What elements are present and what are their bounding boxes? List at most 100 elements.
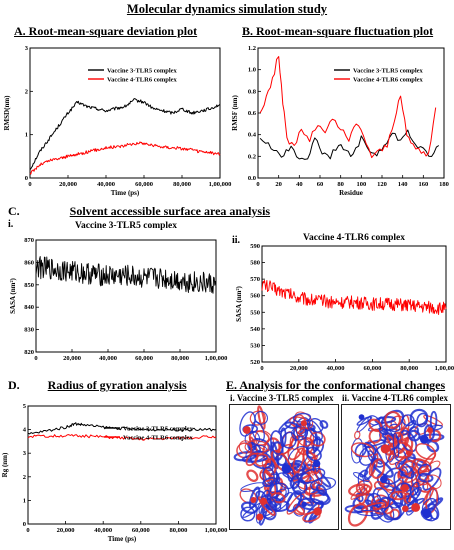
ribbon-segment: [359, 469, 369, 478]
plot-frame: [27, 405, 217, 525]
legend-label: Vaccine 3-TLR5 complex: [107, 68, 178, 75]
ribbon-segment: [310, 477, 337, 492]
y-tick-label: 1: [23, 497, 26, 504]
ribbon-segment: [257, 405, 266, 430]
legend-label: Vaccine 4-TLR6 complex: [123, 435, 194, 442]
x-tick-label: 20: [275, 181, 282, 188]
ribbon-segment: [240, 482, 266, 492]
ribbon-segment: [270, 430, 284, 455]
y-tick-label: 840: [24, 304, 34, 311]
series-line: [259, 129, 440, 160]
y-tick-label: 2: [23, 474, 26, 481]
series-line: [29, 141, 221, 175]
atom-sphere: [422, 508, 432, 519]
section-e-i-label: i. Vaccine 3-TLR5 complex: [230, 393, 334, 403]
ribbon-segment: [423, 424, 435, 442]
y-axis-label: SASA (nm²): [235, 285, 243, 321]
atom-sphere: [411, 502, 421, 512]
section-a-title: A. Root-mean-square deviation plot: [14, 24, 198, 38]
x-axis-label: Time (ps): [108, 535, 137, 543]
y-tick-label: 820: [24, 349, 34, 356]
y-axis-label: RMSF (nm): [231, 94, 239, 130]
ribbon-segment: [350, 484, 369, 500]
atom-sphere: [358, 414, 365, 420]
ribbon-segment: [295, 424, 307, 438]
x-tick-label: 160: [418, 181, 428, 188]
x-tick-label: 80,000: [171, 355, 189, 362]
ribbon-segment: [399, 429, 418, 453]
ribbon-segment: [392, 432, 400, 459]
y-tick-label: 860: [24, 259, 34, 266]
ribbon-segment: [366, 492, 382, 507]
x-tick-label: 1,00,000: [209, 181, 232, 188]
ribbon-segment: [302, 449, 321, 475]
ribbon-segment: [312, 469, 332, 488]
ribbon-segment: [370, 458, 386, 480]
ribbon-segment: [247, 441, 257, 452]
x-tick-label: 60: [317, 181, 324, 188]
y-tick-label: 560: [250, 293, 260, 300]
x-tick-label: 20,000: [57, 527, 75, 534]
ribbon-segment: [376, 473, 391, 489]
ribbon-segment: [279, 427, 287, 447]
x-axis-label: Time (ps): [111, 189, 140, 197]
y-tick-label: 850: [24, 282, 34, 289]
atom-sphere: [402, 505, 409, 513]
atom-sphere: [301, 501, 307, 508]
sasa-vaccine3-chart: 0 20,000 40,000 60,000 80,000 1,00,000 820 830 8…: [9, 221, 227, 362]
ribbon-segment: [356, 509, 382, 517]
x-tick-label: 80,000: [173, 181, 191, 188]
ribbon-segment: [286, 493, 305, 515]
legend-label: Vaccine 3-TLR5 complex: [123, 426, 194, 433]
y-tick-label: 0: [25, 175, 28, 182]
atom-sphere: [313, 507, 322, 516]
x-tick-label: 20,000: [63, 355, 81, 362]
x-tick-label: 0: [256, 181, 259, 188]
x-tick-label: 140: [398, 181, 408, 188]
plot-frame: [261, 245, 447, 363]
y-tick-label: 1.2: [248, 45, 256, 52]
atom-sphere: [379, 475, 388, 484]
ribbon-segment: [392, 431, 404, 443]
protein-ribbon-vaccine3: [230, 405, 338, 529]
ribbon-segment: [291, 426, 309, 441]
structure-image-vaccine3: [229, 404, 339, 530]
x-tick-label: 80,000: [169, 527, 187, 534]
atom-sphere: [380, 444, 390, 454]
chart-title: Vaccine 4-TLR6 complex: [303, 233, 405, 243]
y-tick-label: 0.2: [248, 153, 256, 160]
ribbon-segment: [368, 428, 382, 444]
series-line: [27, 434, 217, 441]
x-tick-label: 0: [28, 181, 31, 188]
x-tick-label: 60,000: [363, 365, 381, 372]
y-tick-label: 3: [25, 45, 29, 52]
ribbon-segment: [350, 442, 375, 458]
x-tick-label: 20,000: [290, 365, 308, 372]
x-tick-label: 80,000: [400, 365, 418, 372]
ribbon-segment: [398, 461, 415, 479]
ribbon-segment: [426, 439, 440, 453]
x-axis-label: Residue: [339, 189, 363, 197]
x-tick-label: 60,000: [135, 355, 153, 362]
ribbon-segment: [378, 426, 389, 436]
ribbon-segment: [246, 469, 259, 482]
ribbon-segment: [309, 431, 326, 447]
atom-sphere: [256, 513, 264, 521]
y-axis-label: SASA (nm²): [9, 277, 17, 313]
section-c-ii-label: ii.: [232, 235, 241, 246]
y-tick-label: 870: [24, 237, 34, 244]
ribbon-segment: [384, 410, 402, 429]
x-tick-label: 40,000: [94, 527, 112, 534]
section-c-i-label: i.: [8, 219, 14, 230]
ribbon-segment: [423, 414, 443, 427]
y-tick-label: 550: [250, 309, 260, 316]
y-tick-label: 4: [23, 427, 27, 434]
section-b-title: B. Root-mean-square fluctuation plot: [242, 24, 434, 38]
x-tick-label: 40,000: [99, 355, 117, 362]
ribbon-segment: [306, 446, 322, 462]
y-tick-label: 5: [23, 403, 27, 410]
series-line: [259, 56, 437, 159]
atom-sphere: [400, 484, 409, 493]
plot-frame: [35, 239, 217, 353]
x-tick-label: 20,000: [59, 181, 77, 188]
